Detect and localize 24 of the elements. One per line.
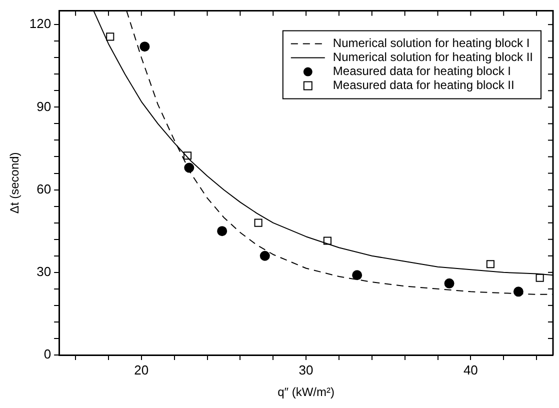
point	[106, 32, 114, 41]
point	[513, 286, 524, 297]
legend-label: Measured data for heating block I	[332, 64, 512, 78]
point	[352, 270, 362, 280]
y-tick-label: 60	[36, 181, 52, 196]
y-axis-title: Δt (second)	[8, 152, 22, 214]
y-tick-label: 120	[29, 16, 52, 32]
point	[140, 42, 150, 52]
y-tick-label: 30	[36, 264, 52, 279]
legend-label: Numerical solution for heating block II	[332, 50, 534, 64]
y-tick-label: 90	[36, 98, 52, 114]
point	[217, 226, 228, 236]
point	[536, 274, 544, 282]
x-tick-label: 20	[134, 362, 149, 378]
x-axis-title: q″ (kW/m²)	[278, 385, 334, 400]
y-tick-label: 0	[44, 346, 52, 362]
point	[444, 278, 454, 288]
legend-label: Measured data for heating block II	[332, 78, 514, 92]
legend-label: Numerical solution for heating block I	[332, 36, 530, 50]
point	[260, 250, 270, 261]
x-tick-label: 30	[298, 362, 314, 378]
point	[254, 218, 262, 227]
x-tick-label: 40	[463, 362, 478, 378]
point	[486, 260, 494, 268]
